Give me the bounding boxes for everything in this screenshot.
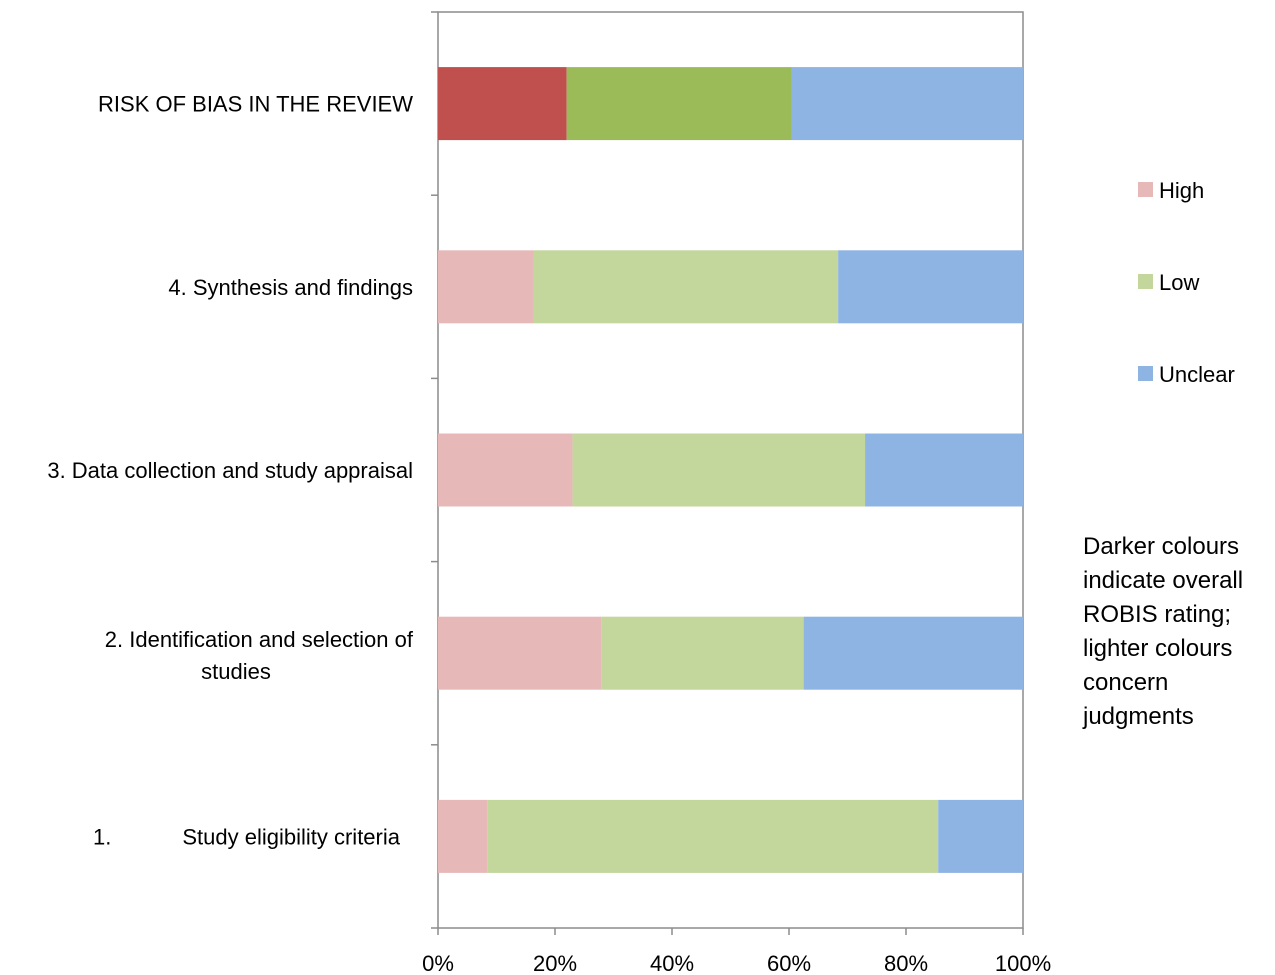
note-line: concern [1083, 669, 1169, 696]
note-line: judgments [1083, 703, 1194, 730]
bar-segment-low [487, 799, 939, 873]
bar-segment-high [438, 67, 567, 141]
bar-segment-unclear [938, 799, 1023, 873]
x-axis: 0% 20% 40% 60% 80% 100% [422, 928, 1051, 975]
category-label: 1. [93, 824, 111, 849]
bar-segment-low [601, 616, 804, 690]
bar-segment-unclear [838, 250, 1023, 324]
legend: High Low Unclear [1138, 178, 1235, 387]
x-tick-label: 40% [650, 951, 694, 975]
category-label: Study eligibility criteria [182, 824, 400, 849]
category-label: 4. Synthesis and findings [168, 275, 413, 300]
note-line: ROBIS rating; [1083, 601, 1232, 628]
bar-segment-unclear [803, 616, 1023, 690]
bar-segment-low [566, 67, 792, 141]
category-label: 2. Identification and selection of [105, 627, 414, 652]
legend-label-low: Low [1159, 270, 1199, 295]
note-line: indicate overall [1083, 567, 1244, 594]
note-line: Darker colours [1083, 533, 1240, 560]
x-tick-label: 0% [422, 951, 454, 975]
legend-swatch-unclear [1138, 366, 1153, 381]
bar-segment-high [438, 433, 573, 507]
bar-segment-low [572, 433, 866, 507]
category-label: studies [201, 659, 271, 684]
legend-swatch-low [1138, 274, 1153, 289]
note-line: lighter colours [1083, 635, 1233, 662]
bar-segment-low [533, 250, 839, 324]
x-tick-label: 60% [767, 951, 811, 975]
legend-swatch-high [1138, 182, 1153, 197]
bar-segment-unclear [791, 67, 1023, 141]
category-label: RISK OF BIAS IN THE REVIEW [98, 92, 413, 117]
bar-segment-high [438, 250, 534, 324]
annotation-note: Darker colours indicate overall ROBIS rati… [1083, 530, 1268, 734]
bar-segment-high [438, 799, 488, 873]
bar-segment-high [438, 616, 602, 690]
category-label: 3. Data collection and study appraisal [47, 458, 413, 483]
x-tick-label: 20% [533, 951, 577, 975]
category-labels: RISK OF BIAS IN THE REVIEW 4. Synthesis a… [47, 92, 414, 850]
legend-label-high: High [1159, 178, 1204, 203]
legend-label-unclear: Unclear [1159, 362, 1235, 387]
bar-segment-unclear [865, 433, 1023, 507]
x-tick-label: 80% [884, 951, 928, 975]
x-tick-label: 100% [995, 951, 1051, 975]
bars [438, 67, 1023, 873]
